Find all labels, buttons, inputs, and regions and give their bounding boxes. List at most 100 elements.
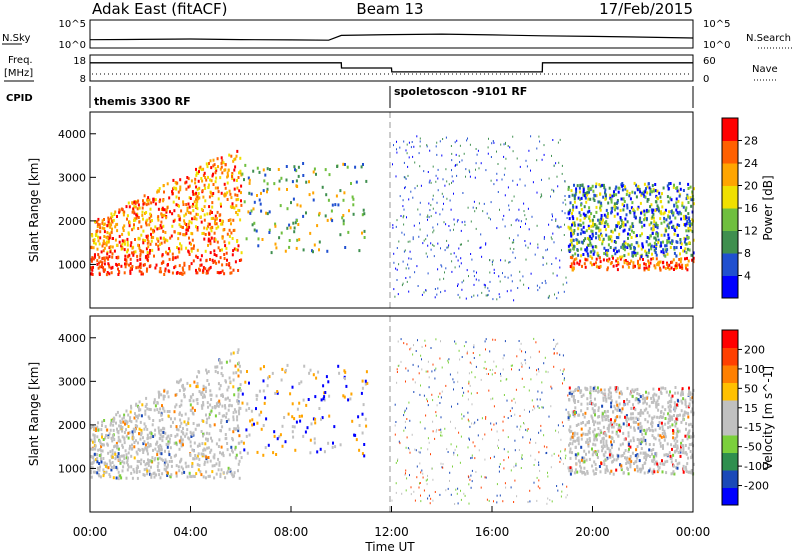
echo-cell [508,204,510,207]
echo-cell [134,238,136,241]
echo-cell [478,449,480,452]
echo-cell [200,263,203,267]
echo-cell [406,477,408,480]
echo-cell [211,225,213,229]
echo-cell [408,401,410,404]
echo-cell [175,203,178,207]
echo-cell [125,434,128,438]
echo-cell [238,387,241,390]
echo-cell [420,384,421,387]
echo-cell [228,262,231,265]
echo-cell [514,413,516,416]
echo-cell [121,242,124,246]
echo-cell [425,414,427,417]
echo-cell [189,197,192,200]
echo-cell [122,420,125,424]
echo-cell [548,223,550,226]
echo-cell [178,271,181,275]
echo-cell [573,200,576,204]
echo-cell [200,404,203,408]
echo-cell [107,220,110,224]
echo-cell [580,395,583,398]
echo-cell [427,497,429,500]
echo-cell [196,200,199,204]
echo-cell [530,135,532,138]
echo-cell [610,425,613,429]
echo-cell [500,143,502,146]
echo-cell [671,447,673,451]
echo-cell [671,242,673,245]
echo-cell [357,415,360,419]
echo-cell [635,448,638,452]
echo-cell [430,204,432,207]
echo-cell [355,180,358,184]
echo-cell [471,454,473,457]
echo-cell [435,145,437,148]
echo-cell [111,219,113,223]
echo-cell [180,442,183,445]
echo-cell [555,257,557,260]
echo-cell [670,460,673,464]
echo-cell [665,244,668,248]
echo-cell [655,393,658,397]
echo-cell [650,221,653,225]
time-xticks: 00:00 04:00 08:00 12:00 16:00 20:00 00:00 [73,506,710,539]
echo-cell [111,461,114,464]
echo-cell [471,403,473,406]
echo-cell [191,433,194,436]
echo-cell [652,458,655,462]
echo-cell [689,393,692,396]
echo-cell [107,436,110,439]
echo-cell [507,276,509,279]
echo-cell [233,168,236,172]
echo-cell [126,468,129,472]
echo-cell [398,364,400,367]
echo-cell [641,242,644,246]
echo-cell [683,240,686,244]
echo-cell [589,241,592,245]
echo-cell [503,448,505,451]
echo-cell [604,468,607,472]
echo-cell [208,416,211,420]
echo-cell [279,204,282,208]
echo-cell [570,234,573,238]
echo-cell [308,371,311,375]
echo-cell [588,209,591,213]
echo-cell [112,419,115,423]
echo-cell [469,384,471,387]
echo-cell [598,421,601,425]
echo-cell [338,371,341,375]
echo-cell [486,212,488,215]
echo-cell [127,413,130,417]
echo-cell [655,454,658,458]
echo-cell [396,268,398,271]
echo-cell [637,422,640,426]
echo-cell [593,193,596,197]
echo-cell [100,428,103,432]
echo-cell [458,154,460,157]
echo-cell [245,237,248,241]
echo-cell [278,435,281,439]
echo-cell [640,440,643,444]
echo-cell [622,431,625,435]
echo-cell [648,427,651,430]
echo-cell [219,248,222,252]
echo-cell [516,183,518,186]
echo-cell [108,473,111,476]
echo-cell [220,161,223,165]
echo-cell [198,442,201,446]
echo-cell [440,431,442,434]
echo-cell [178,204,180,208]
echo-cell [222,471,225,475]
echo-cell [452,465,453,468]
echo-cell [205,455,208,459]
echo-cell [115,455,118,459]
echo-cell [617,454,620,458]
echo-cell [684,264,687,268]
echo-cell [493,500,494,503]
echo-cell [205,470,208,474]
echo-cell [233,158,236,161]
echo-cell [546,502,548,505]
echo-cell [98,462,101,465]
echo-cell [229,271,232,275]
